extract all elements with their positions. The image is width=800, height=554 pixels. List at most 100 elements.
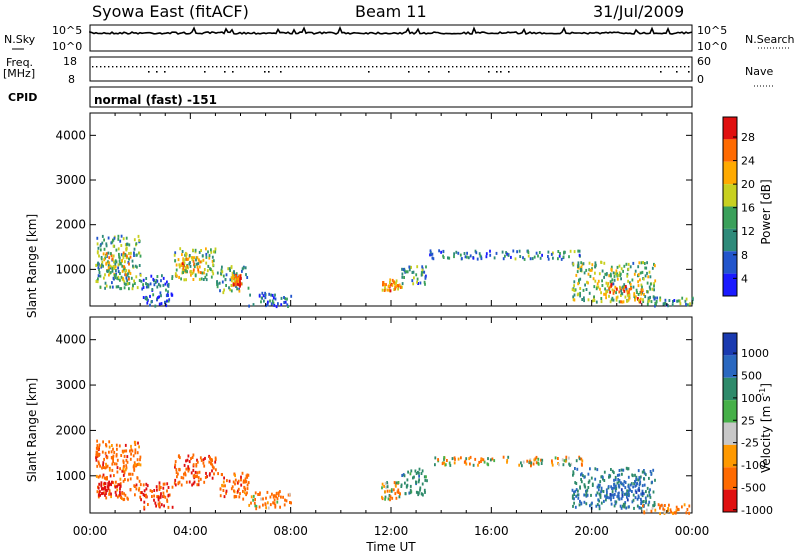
range-cell (605, 281, 608, 285)
range-cell (236, 481, 239, 485)
range-cell (605, 296, 607, 300)
range-cell (431, 252, 434, 256)
range-cell (392, 488, 395, 492)
range-cell (121, 491, 123, 495)
range-cell (636, 291, 638, 294)
range-cell (649, 295, 651, 299)
range-cell (402, 268, 405, 271)
range-cell (396, 284, 399, 287)
range-cell (597, 279, 600, 283)
range-cell (280, 296, 283, 300)
range-cell (237, 479, 240, 483)
range-cell (139, 491, 142, 495)
range-cell (178, 456, 181, 460)
range-cell (124, 243, 127, 247)
range-cell (138, 462, 140, 466)
range-cell (116, 458, 119, 462)
range-cell (637, 273, 640, 277)
freq-dot (340, 66, 342, 68)
range-cell (615, 269, 618, 273)
range-cell (489, 253, 492, 257)
range-cell (179, 247, 182, 251)
freq-dot (644, 66, 646, 68)
range-cell (611, 296, 614, 300)
range-cell (242, 489, 244, 493)
range-cell (156, 285, 159, 289)
freq-dot (224, 66, 226, 68)
range-cell (98, 462, 100, 466)
range-cell (638, 488, 641, 492)
range-cell (634, 484, 637, 488)
range-cell (465, 462, 468, 466)
range-cell (136, 476, 139, 480)
range-cell (522, 460, 525, 464)
power-colorbar-label: Power [dB] (759, 179, 773, 244)
range-cell (119, 287, 122, 291)
range-cell (99, 490, 101, 494)
range-cell (275, 305, 278, 309)
range-cell (129, 477, 132, 481)
range-cell (284, 300, 287, 304)
range-cell (678, 299, 681, 303)
range-cell (485, 252, 488, 256)
nsky-label: N.Sky (4, 33, 36, 46)
range-cell (116, 484, 118, 488)
range-cell (109, 474, 112, 478)
range-cell (461, 257, 463, 261)
range-cell (157, 498, 160, 502)
y-tick-label: 4000 (55, 333, 86, 347)
range-cell (232, 276, 234, 279)
range-cell (255, 507, 258, 511)
range-cell (605, 498, 607, 502)
range-cell (651, 266, 654, 270)
range-cell (241, 267, 244, 271)
range-cell (667, 507, 669, 510)
range-cell (383, 289, 386, 292)
range-cell (647, 503, 650, 507)
range-cell (118, 256, 121, 260)
range-cell (185, 254, 188, 258)
range-cell (156, 488, 158, 492)
range-cell (667, 509, 669, 512)
range-cell (582, 474, 584, 478)
range-cell (229, 269, 231, 272)
range-cell (119, 467, 121, 471)
range-cell (416, 491, 419, 495)
range-cell (205, 471, 207, 475)
range-cell (196, 460, 199, 464)
range-cell (415, 472, 418, 475)
range-cell (288, 492, 291, 496)
freq-dot (552, 66, 554, 68)
range-cell (246, 473, 249, 477)
range-cell (409, 488, 412, 492)
freq-dot (472, 66, 474, 68)
range-cell (623, 503, 626, 507)
range-cell (158, 481, 161, 485)
range-cell (245, 493, 247, 497)
range-cell (121, 259, 123, 262)
range-cell (174, 483, 177, 487)
range-cell (589, 274, 592, 278)
range-cell (117, 270, 120, 274)
freq-dot (548, 66, 550, 68)
range-cell (656, 296, 658, 300)
range-cell (98, 453, 100, 457)
range-cell (225, 489, 228, 493)
range-cell (107, 266, 110, 270)
range-cell (199, 271, 202, 275)
range-cell (116, 495, 119, 499)
range-cell (443, 456, 445, 460)
range-cell (233, 270, 235, 274)
range-cell (234, 281, 236, 285)
range-cell (583, 500, 586, 504)
range-cell (274, 494, 276, 498)
range-cell (108, 480, 110, 484)
x-tick-label: 00:00 (73, 524, 108, 538)
range-cell (226, 479, 228, 483)
range-cell (149, 489, 152, 493)
freq-dot (684, 66, 686, 68)
nave-dot (408, 71, 410, 73)
range-cell (578, 457, 581, 461)
range-cell (100, 484, 103, 488)
range-cell (613, 486, 616, 490)
